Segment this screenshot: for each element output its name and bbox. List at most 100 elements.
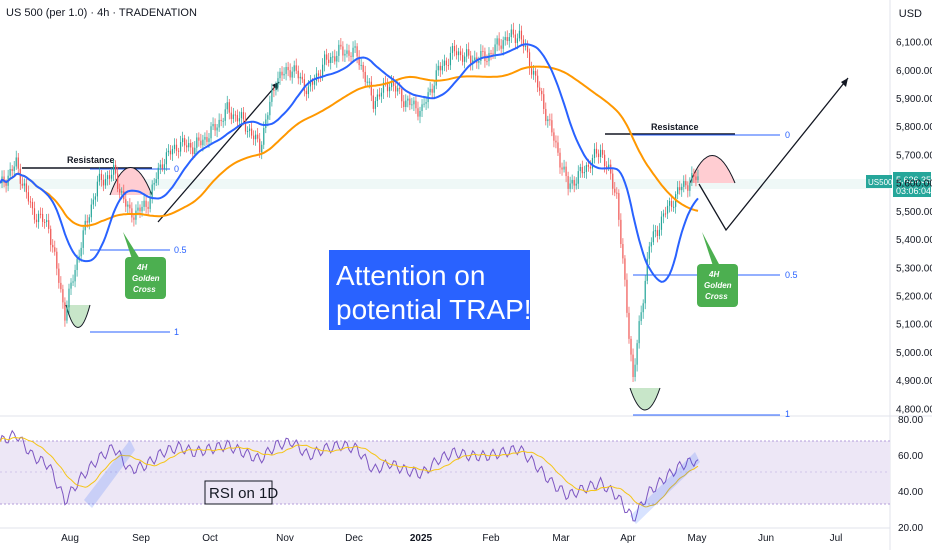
candle-body xyxy=(248,128,251,131)
bottom-arc-right xyxy=(629,387,661,411)
candle-body xyxy=(660,216,663,230)
candle-body xyxy=(27,192,30,202)
candle-body xyxy=(285,66,287,74)
candle-body xyxy=(634,364,636,377)
candle-body xyxy=(98,173,101,182)
candle-body xyxy=(419,110,421,117)
candle-body xyxy=(15,157,17,167)
candle-body xyxy=(305,90,307,95)
candle-body xyxy=(695,176,697,181)
candle-body xyxy=(102,179,105,186)
candle-body xyxy=(212,124,214,127)
candle-body xyxy=(117,173,119,189)
candle-body xyxy=(48,220,50,229)
price-tick-label: 5,500.00 xyxy=(896,207,932,218)
candle-body xyxy=(579,167,581,172)
candle-body xyxy=(510,29,512,38)
candle-body xyxy=(277,78,279,88)
candle-body xyxy=(378,94,381,97)
candle-body xyxy=(184,138,186,146)
candle-body xyxy=(147,206,149,209)
candle-body xyxy=(522,39,525,47)
candle-body xyxy=(425,102,427,104)
candle-body xyxy=(462,55,464,62)
candle-body xyxy=(289,70,291,78)
candle-body xyxy=(393,81,395,86)
candle-body xyxy=(133,217,135,220)
candle-body xyxy=(153,183,155,185)
candles-group xyxy=(1,22,699,383)
candle-body xyxy=(628,312,630,339)
candle-body xyxy=(230,112,232,119)
candle-body xyxy=(74,270,76,282)
candle-body xyxy=(451,45,454,53)
candle-body xyxy=(232,114,234,119)
rsi-tick-label: 80.00 xyxy=(898,415,923,426)
candle-body xyxy=(457,51,460,56)
candle-body xyxy=(380,92,383,97)
candle-body xyxy=(429,88,431,93)
candle-body xyxy=(309,81,312,87)
candle-body xyxy=(64,302,66,321)
candle-body xyxy=(679,187,681,191)
rsi-tick-label: 40.00 xyxy=(898,487,923,498)
candle-body xyxy=(46,220,48,222)
price-panel-bg xyxy=(0,20,890,415)
candle-body xyxy=(291,71,293,78)
time-tick-label: May xyxy=(688,533,707,544)
candle-body xyxy=(110,174,113,179)
candle-body xyxy=(287,66,289,71)
candle-body xyxy=(360,64,362,66)
candle-body xyxy=(66,307,68,321)
rsi-tick-label: 60.00 xyxy=(898,451,923,462)
candle-body xyxy=(449,52,452,66)
rsi-axis: 80.00 60.00 40.00 20.00 xyxy=(898,415,923,534)
candle-body xyxy=(313,80,316,85)
candle-body xyxy=(464,56,466,62)
candle-body xyxy=(569,183,571,189)
candle-body xyxy=(167,150,170,153)
candle-body xyxy=(372,95,374,109)
candle-body xyxy=(468,49,470,56)
candle-body xyxy=(388,87,391,92)
candle-body xyxy=(526,45,529,53)
candle-body xyxy=(397,87,399,92)
time-tick-label: Jul xyxy=(830,533,843,544)
candle-body xyxy=(332,56,334,58)
candle-body xyxy=(662,213,665,217)
price-tag-price: 5,626.35 xyxy=(896,175,931,185)
candle-body xyxy=(141,206,143,212)
candle-body xyxy=(253,135,255,140)
candle-body xyxy=(561,167,563,170)
candle-body xyxy=(559,152,561,168)
candle-body xyxy=(374,101,376,109)
golden-cross-right-line1: 4H xyxy=(708,270,719,279)
candle-body xyxy=(589,166,592,169)
candle-body xyxy=(687,185,689,191)
candle-body xyxy=(190,143,192,148)
price-tick-label: 5,000.00 xyxy=(896,348,932,359)
candle-body xyxy=(577,171,579,184)
candle-body xyxy=(545,108,547,122)
time-tick-label: Jun xyxy=(758,533,774,544)
candle-body xyxy=(192,147,194,155)
candle-body xyxy=(604,154,606,167)
candle-body xyxy=(390,81,393,88)
candle-body xyxy=(668,200,671,206)
candle-body xyxy=(196,137,198,148)
candle-body xyxy=(437,65,439,71)
candle-body xyxy=(508,37,510,42)
candle-body xyxy=(498,38,500,46)
trap-callout-box xyxy=(329,250,530,330)
rsi-divergence-left xyxy=(84,440,135,508)
candle-body xyxy=(441,65,443,71)
candle-body xyxy=(326,54,328,60)
candle-body xyxy=(21,183,23,186)
candle-body xyxy=(261,144,263,153)
candle-body xyxy=(259,138,261,153)
candle-body xyxy=(666,205,669,214)
candle-body xyxy=(646,258,648,281)
candle-body xyxy=(250,128,253,136)
golden-cross-right-line3: Cross xyxy=(705,292,728,301)
